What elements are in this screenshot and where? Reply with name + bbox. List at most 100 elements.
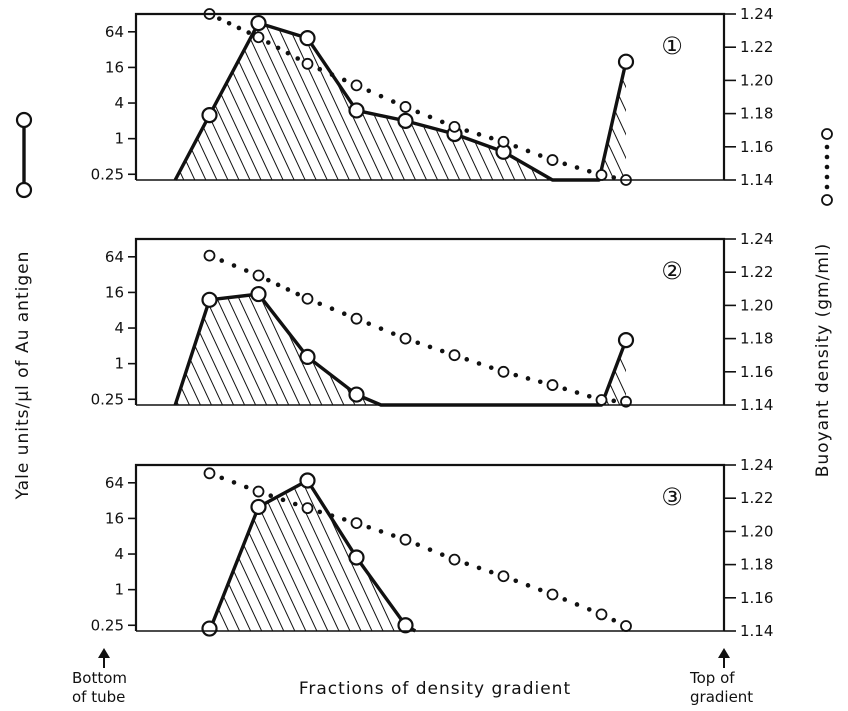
density-dot — [439, 119, 445, 125]
density-point — [448, 120, 461, 133]
right-tick-label: 1.24 — [740, 456, 773, 474]
density-dot — [341, 517, 347, 522]
left-tick-label: 4 — [114, 94, 124, 112]
density-dot — [525, 376, 531, 381]
density-point — [301, 57, 314, 70]
density-dot — [574, 602, 580, 607]
density-point — [399, 332, 412, 345]
left-tick-label: 16 — [105, 283, 124, 301]
density-dot — [562, 386, 568, 392]
density-dot — [285, 287, 291, 292]
top-label-line1: Top of — [689, 669, 735, 687]
antigen-area-1-0 — [175, 23, 553, 180]
antigen-point — [348, 386, 365, 403]
density-dot — [246, 30, 251, 35]
density-dot — [280, 497, 286, 503]
density-point — [203, 467, 216, 480]
density-point — [546, 154, 559, 166]
density-point — [448, 349, 461, 362]
density-dot — [236, 25, 242, 31]
density-dot — [488, 569, 494, 575]
density-dot — [574, 165, 580, 170]
panel-label-2: ② — [661, 257, 683, 285]
antigen-point — [250, 285, 267, 303]
density-point — [620, 620, 632, 632]
density-dot — [317, 509, 323, 515]
antigen-area-3-0 — [209, 480, 416, 631]
density-dot — [525, 148, 531, 154]
density-dot — [513, 144, 519, 149]
density-dot — [537, 379, 543, 385]
density-dot — [513, 372, 519, 378]
density-dot — [266, 277, 271, 283]
density-dot — [574, 390, 580, 395]
antigen-point — [299, 348, 316, 366]
density-dot — [317, 301, 323, 307]
panel-frame-2 — [134, 237, 726, 405]
left-tick-label: 0.25 — [91, 390, 124, 408]
density-dot — [586, 393, 592, 399]
density-dot — [366, 524, 372, 530]
panel-frame-3 — [134, 463, 726, 631]
antigen-area-2-0 — [175, 294, 381, 405]
density-point — [350, 79, 363, 92]
right-tick-label: 1.24 — [740, 5, 773, 23]
antigen-point — [299, 472, 316, 489]
density-dot — [439, 552, 445, 557]
right-tick-label: 1.14 — [740, 171, 773, 189]
top-of-gradient-annotation: Top of gradient — [689, 648, 753, 706]
density-dot — [390, 533, 396, 538]
density-dot — [390, 331, 396, 336]
density-dot — [231, 480, 237, 485]
density-dot — [562, 597, 568, 602]
density-dot — [226, 20, 232, 26]
right-tick-label: 1.16 — [740, 589, 773, 607]
panel-frame-1 — [134, 12, 726, 180]
antigen-point — [201, 291, 218, 308]
bottom-label-line1: Bottom — [72, 669, 127, 687]
right-tick-label: 1.22 — [740, 489, 773, 507]
density-point — [252, 269, 265, 282]
panel-1: 0.25 1 4 16 64 1.14 1.16 1.18 1.20 1.22 1.24 ① — [91, 5, 774, 189]
panel-label-3: ③ — [661, 483, 683, 511]
density-point — [497, 365, 510, 378]
antigen-point — [250, 498, 267, 516]
right-tick-label: 1.22 — [740, 263, 773, 281]
right-tick-label: 1.18 — [740, 330, 773, 348]
density-dot — [415, 109, 421, 115]
density-dot — [217, 16, 222, 21]
density-dot — [611, 175, 617, 180]
right-tick-label: 1.20 — [740, 522, 773, 540]
density-dot — [329, 72, 335, 77]
left-tick-label: 1 — [114, 355, 124, 373]
density-dot — [464, 128, 470, 133]
density-point — [448, 553, 461, 566]
antigen-point — [348, 549, 365, 566]
antigen-point — [348, 102, 365, 119]
right-tick-label: 1.20 — [740, 296, 773, 314]
panel-3: 0.25 1 4 16 64 1.14 1.16 1.18 1.20 1.22 1.24 ③ — [91, 456, 774, 640]
right-tick-label: 1.14 — [740, 622, 773, 640]
density-point — [399, 101, 412, 113]
density-dot — [378, 93, 384, 99]
density-dot — [611, 617, 617, 623]
left-tick-label: 1 — [114, 581, 124, 599]
density-dot — [562, 161, 568, 167]
density-dot — [537, 587, 543, 593]
right-tick-label: 1.18 — [740, 105, 773, 123]
left-tick-label: 4 — [114, 319, 124, 337]
panels-group: 0.25 1 4 16 64 1.14 1.16 1.18 1.20 1.22 1.24 ① 0.25 1… — [91, 5, 774, 640]
bottom-label-line2: of tube — [72, 688, 125, 706]
density-dot — [243, 484, 249, 490]
left-tick-label: 16 — [105, 509, 124, 527]
density-dot — [341, 311, 347, 317]
density-point — [620, 395, 632, 408]
antigen-point — [617, 53, 635, 70]
density-point — [399, 533, 412, 546]
left-tick-label: 0.25 — [91, 165, 124, 183]
left-axis-title: Yale units/µl of Au antigen — [13, 251, 33, 501]
density-point — [546, 588, 559, 601]
density-point — [252, 485, 265, 498]
